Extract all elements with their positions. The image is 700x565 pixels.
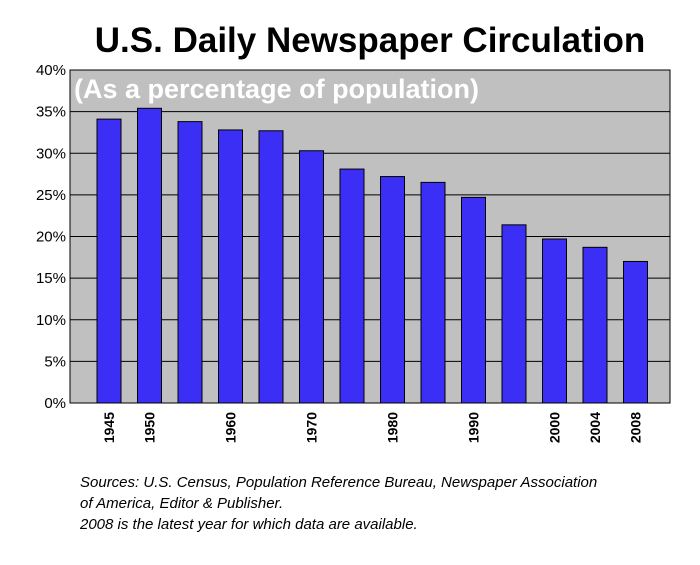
x-axis-ticks: 1945 1950 1960 1970 1980 1990 2000 2004 2008 (101, 412, 644, 443)
y-tick-label: 20% (36, 229, 66, 246)
y-axis-ticks: 0% 5% 10% 15% 20% 25% 30% 35% 40% (36, 62, 66, 412)
x-tick-label: 2000 (547, 412, 563, 443)
gridlines (70, 111, 670, 362)
bar-2008 (623, 260, 648, 404)
bar-1990 (461, 196, 486, 404)
x-tick-label: 1960 (223, 412, 239, 443)
bar-2000 (542, 238, 567, 404)
chart-title: U.S. Daily Newspaper Circulation (95, 21, 645, 60)
x-tick-label: 1970 (304, 412, 320, 443)
bars (96, 107, 648, 404)
bar-2004 (582, 246, 608, 404)
y-tick-label: 40% (36, 62, 66, 79)
bar-1975 (339, 168, 365, 404)
x-tick-label: 2008 (628, 412, 644, 443)
bar-1955 (177, 121, 203, 404)
source-note-line-2: of America, Editor & Publisher. (80, 495, 284, 512)
bar-1995 (501, 224, 527, 404)
x-tick-label: 1980 (385, 412, 401, 443)
bar-1985 (420, 181, 446, 404)
bar-1980 (380, 176, 405, 404)
bar-1960 (218, 129, 243, 404)
y-tick-label: 35% (36, 104, 66, 121)
y-tick-label: 5% (44, 353, 66, 370)
x-tick-label: 1945 (101, 412, 117, 443)
x-tick-label: 1950 (142, 412, 158, 443)
source-note-line-1: Sources: U.S. Census, Population Referen… (80, 474, 598, 491)
y-tick-label: 10% (36, 312, 66, 329)
source-note-line-3: 2008 is the latest year for which data a… (80, 516, 418, 533)
x-tick-label: 2004 (587, 412, 603, 443)
x-tick-label: 1990 (466, 412, 482, 443)
bar-1950 (137, 107, 162, 404)
bar-1970 (299, 150, 324, 404)
chart-subtitle: (As a percentage of population) (74, 74, 479, 104)
y-tick-label: 0% (44, 395, 66, 412)
y-tick-label: 30% (36, 145, 66, 162)
bar-1945 (96, 118, 122, 404)
y-tick-label: 15% (36, 270, 66, 287)
y-tick-label: 25% (36, 187, 66, 204)
bar-1965 (258, 130, 284, 404)
